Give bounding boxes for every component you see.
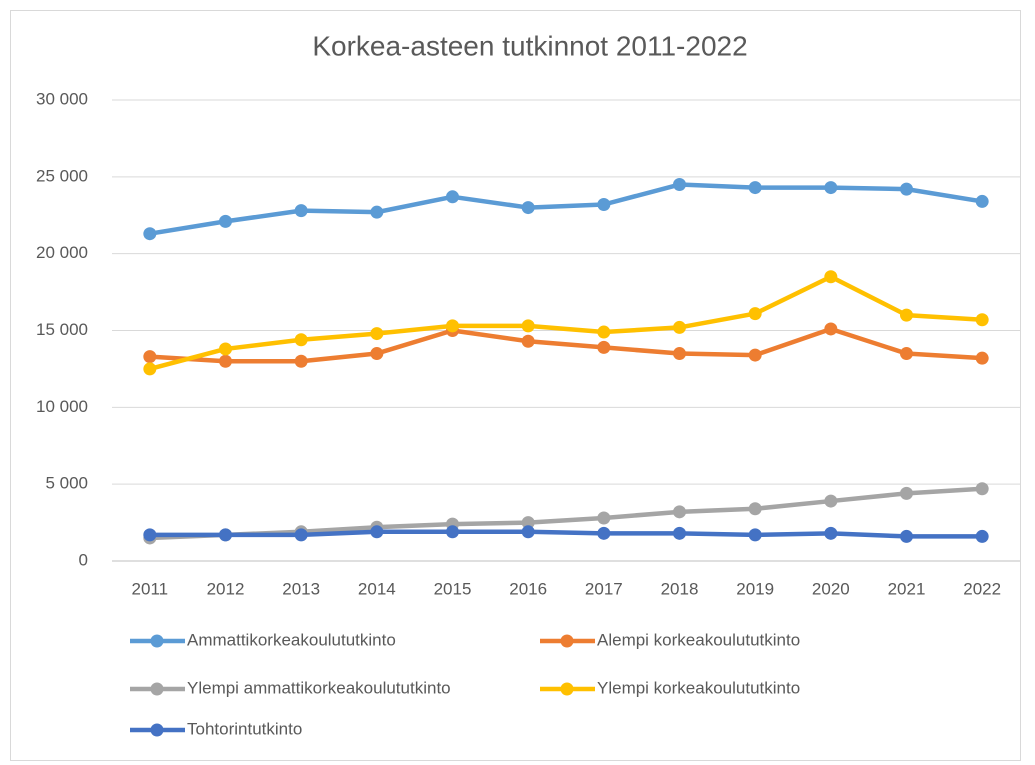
series-marker (900, 529, 913, 543)
series-marker (748, 181, 762, 195)
series-marker (294, 204, 308, 218)
series-marker (975, 351, 989, 365)
legend-label: Tohtorintutkinto (187, 719, 302, 738)
series-marker (294, 354, 308, 368)
x-tick-label: 2020 (812, 579, 850, 598)
series-marker (597, 325, 611, 339)
series-line (149, 529, 983, 539)
y-tick-label: 25 000 (36, 166, 88, 185)
series-marker (143, 362, 157, 376)
series-marker (900, 486, 913, 500)
legend-marker (560, 682, 574, 696)
series-marker (673, 347, 686, 361)
series-line (149, 182, 983, 236)
x-tick-label: 2013 (282, 579, 320, 598)
series-marker (521, 334, 535, 348)
series-marker (521, 525, 535, 539)
x-tick-label: 2012 (207, 579, 245, 598)
series-marker (521, 201, 535, 215)
legend-label: Ylempi ammattikorkeakoulututkinto (187, 678, 451, 697)
series-marker (900, 308, 913, 322)
series-marker (824, 270, 838, 284)
series-marker (446, 319, 459, 333)
series-marker (294, 333, 308, 347)
series-marker (673, 320, 686, 334)
series-marker (219, 528, 232, 542)
series-marker (219, 214, 232, 228)
y-tick-label: 5 000 (45, 474, 88, 493)
series-marker (521, 516, 535, 530)
series-marker (521, 319, 535, 333)
x-tick-label: 2022 (963, 579, 1001, 598)
series-marker (900, 347, 913, 361)
series-marker (143, 528, 157, 542)
x-tick-label: 2021 (888, 579, 926, 598)
legend-label: Alempi korkeakoulututkinto (597, 630, 800, 649)
series-marker (975, 194, 989, 208)
legend-marker (150, 682, 164, 696)
series-marker (370, 347, 384, 361)
series-marker (597, 340, 611, 354)
series-marker (975, 529, 989, 543)
series-marker (143, 350, 157, 364)
series-marker (824, 494, 838, 508)
series-marker (748, 307, 762, 321)
series-marker (597, 511, 611, 525)
x-tick-label: 2014 (358, 579, 396, 598)
chart-frame (10, 10, 1021, 761)
series-marker (824, 322, 838, 336)
legend-marker (150, 634, 164, 648)
series-marker (824, 181, 838, 195)
series-marker (748, 502, 762, 516)
x-tick-label: 2019 (736, 579, 774, 598)
series-marker (673, 178, 686, 192)
series-marker (597, 526, 611, 540)
series-marker (975, 313, 989, 327)
series-marker (597, 197, 611, 211)
y-tick-label: 30 000 (36, 89, 88, 108)
series-marker (975, 482, 989, 496)
series-line (149, 486, 983, 541)
legend-label: Ammattikorkeakoulututkinto (187, 630, 396, 649)
y-tick-label: 15 000 (36, 320, 88, 339)
series-marker (294, 528, 308, 542)
y-tick-label: 10 000 (36, 397, 88, 416)
series-marker (370, 525, 384, 539)
series-marker (824, 526, 838, 540)
legend-marker (150, 723, 164, 737)
legend-label: Ylempi korkeakoulututkinto (597, 678, 800, 697)
legend-marker (560, 634, 574, 648)
chart-title: Korkea-asteen tutkinnot 2011-2022 (312, 30, 747, 61)
x-tick-label: 2017 (585, 579, 623, 598)
series-marker (446, 525, 459, 539)
x-tick-label: 2015 (434, 579, 472, 598)
series-marker (900, 182, 913, 196)
series-marker (370, 205, 384, 219)
y-tick-label: 0 (79, 550, 88, 569)
series-marker (446, 190, 459, 204)
y-tick-label: 20 000 (36, 243, 88, 262)
series-marker (219, 342, 232, 356)
series-line (149, 274, 983, 372)
series-marker (748, 528, 762, 542)
series-marker (748, 348, 762, 362)
series-marker (370, 327, 384, 341)
x-tick-label: 2016 (509, 579, 547, 598)
series-marker (143, 227, 157, 241)
x-tick-label: 2011 (132, 579, 169, 598)
series-marker (219, 354, 232, 368)
series-marker (673, 526, 686, 540)
series-marker (673, 505, 686, 519)
x-tick-label: 2018 (661, 579, 699, 598)
series-line (149, 326, 983, 364)
